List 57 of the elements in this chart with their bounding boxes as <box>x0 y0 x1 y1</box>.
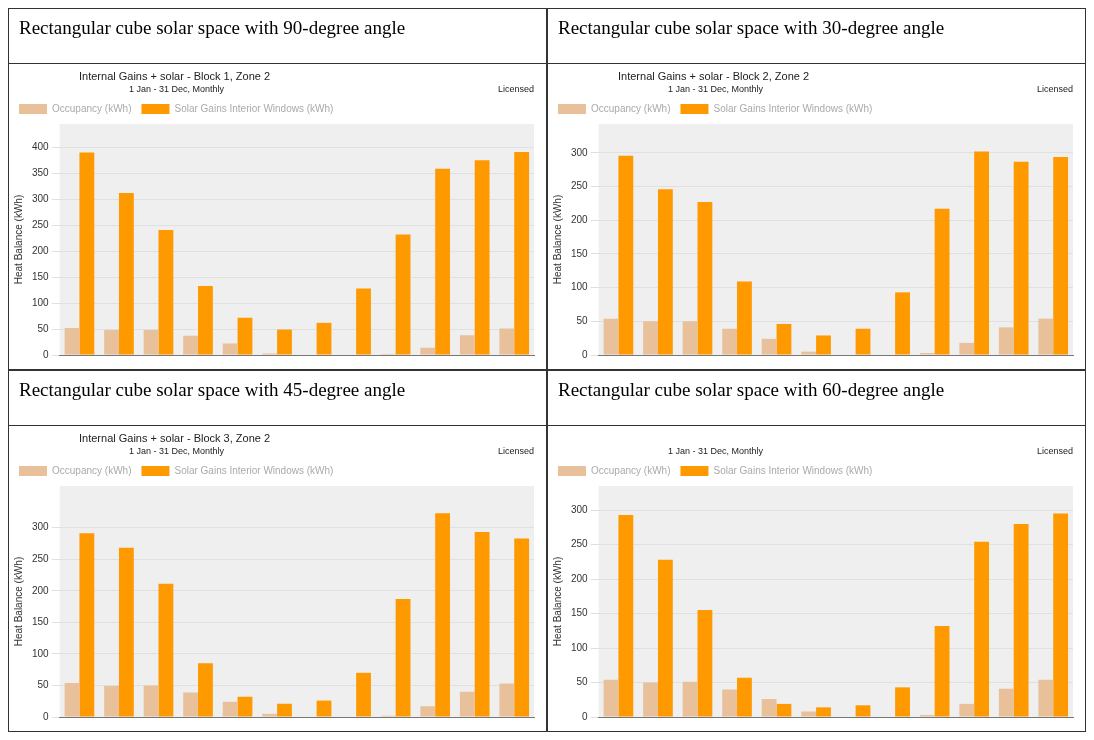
text: 1 Jan - 31 Dec, Monthly <box>668 446 764 456</box>
y-axis-title: Heat Balance (kWh) <box>551 556 563 647</box>
y-tick-label: 0 <box>43 348 50 360</box>
chart-title: Rectangular cube solar space with 30-degree angle <box>548 9 1085 64</box>
y-tick-label: 50 <box>576 315 589 327</box>
y-tick-label: 300 <box>571 503 589 515</box>
y-tick-label: 0 <box>43 710 50 722</box>
y-tick-label: 300 <box>32 193 50 205</box>
y-tick-label: 300 <box>32 521 50 533</box>
y-tick-label: 200 <box>32 584 50 596</box>
chart-title: Rectangular cube solar space with 60-degree angle <box>548 371 1085 426</box>
text: 1 Jan - 31 Dec, Monthly <box>668 84 764 94</box>
y-tick-label: 200 <box>571 214 589 226</box>
legend-label: Occupancy (kWh) <box>52 464 132 476</box>
chart-subtitle: Internal Gains + solar - Block 3, Zone 2 <box>78 432 272 446</box>
legend-label: Solar Gains Interior Windows (kWh) <box>174 464 334 476</box>
y-tick-label: 150 <box>32 270 50 282</box>
y-tick-label: 100 <box>571 281 589 293</box>
text: 1 Jan - 31 Dec, Monthly <box>129 446 225 456</box>
y-tick-label: 100 <box>32 296 50 308</box>
legend-label: Occupancy (kWh) <box>591 102 671 114</box>
y-tick-label: 250 <box>571 538 589 550</box>
text: Licensed <box>1036 84 1073 94</box>
y-tick-label: 350 <box>32 167 50 179</box>
legend-label: Occupancy (kWh) <box>52 102 132 114</box>
y-tick-label: 300 <box>571 146 589 158</box>
y-tick-label: 200 <box>571 572 589 584</box>
y-tick-label: 250 <box>32 218 50 230</box>
legend-label: Solar Gains Interior Windows (kWh) <box>174 102 334 114</box>
legend-label: Occupancy (kWh) <box>591 464 671 476</box>
chart-subtitle: Internal Gains + solar - Block 2, Zone 2 <box>617 70 811 84</box>
y-tick-label: 150 <box>571 247 589 259</box>
y-tick-label: 400 <box>32 141 50 153</box>
y-tick-label: 0 <box>582 348 589 360</box>
y-tick-label: 200 <box>32 244 50 256</box>
y-tick-label: 100 <box>32 647 50 659</box>
text: 1 Jan - 31 Dec, Monthly <box>129 84 225 94</box>
y-tick-label: 150 <box>571 607 589 619</box>
text: Licensed <box>497 84 534 94</box>
chart-title: Rectangular cube solar space with 45-degree angle <box>9 371 546 426</box>
y-tick-label: 50 <box>576 676 589 688</box>
y-tick-label: 0 <box>582 710 589 722</box>
legend-label: Solar Gains Interior Windows (kWh) <box>713 464 873 476</box>
chart-subtitle: Internal Gains + solar - Block 1, Zone 2 <box>78 70 272 84</box>
y-axis-title: Heat Balance (kWh) <box>551 194 563 285</box>
y-tick-label: 100 <box>571 641 589 653</box>
chart-title: Rectangular cube solar space with 90-degree angle <box>9 9 546 64</box>
y-tick-label: 250 <box>32 552 50 564</box>
y-tick-label: 250 <box>571 180 589 192</box>
y-tick-label: 50 <box>37 679 50 691</box>
text: Licensed <box>1036 446 1073 456</box>
legend-label: Solar Gains Interior Windows (kWh) <box>713 102 873 114</box>
y-axis-title: Heat Balance (kWh) <box>12 556 24 647</box>
text: Licensed <box>497 446 534 456</box>
y-axis-title: Heat Balance (kWh) <box>12 194 24 285</box>
y-tick-label: 50 <box>37 322 50 334</box>
y-tick-label: 150 <box>32 616 50 628</box>
